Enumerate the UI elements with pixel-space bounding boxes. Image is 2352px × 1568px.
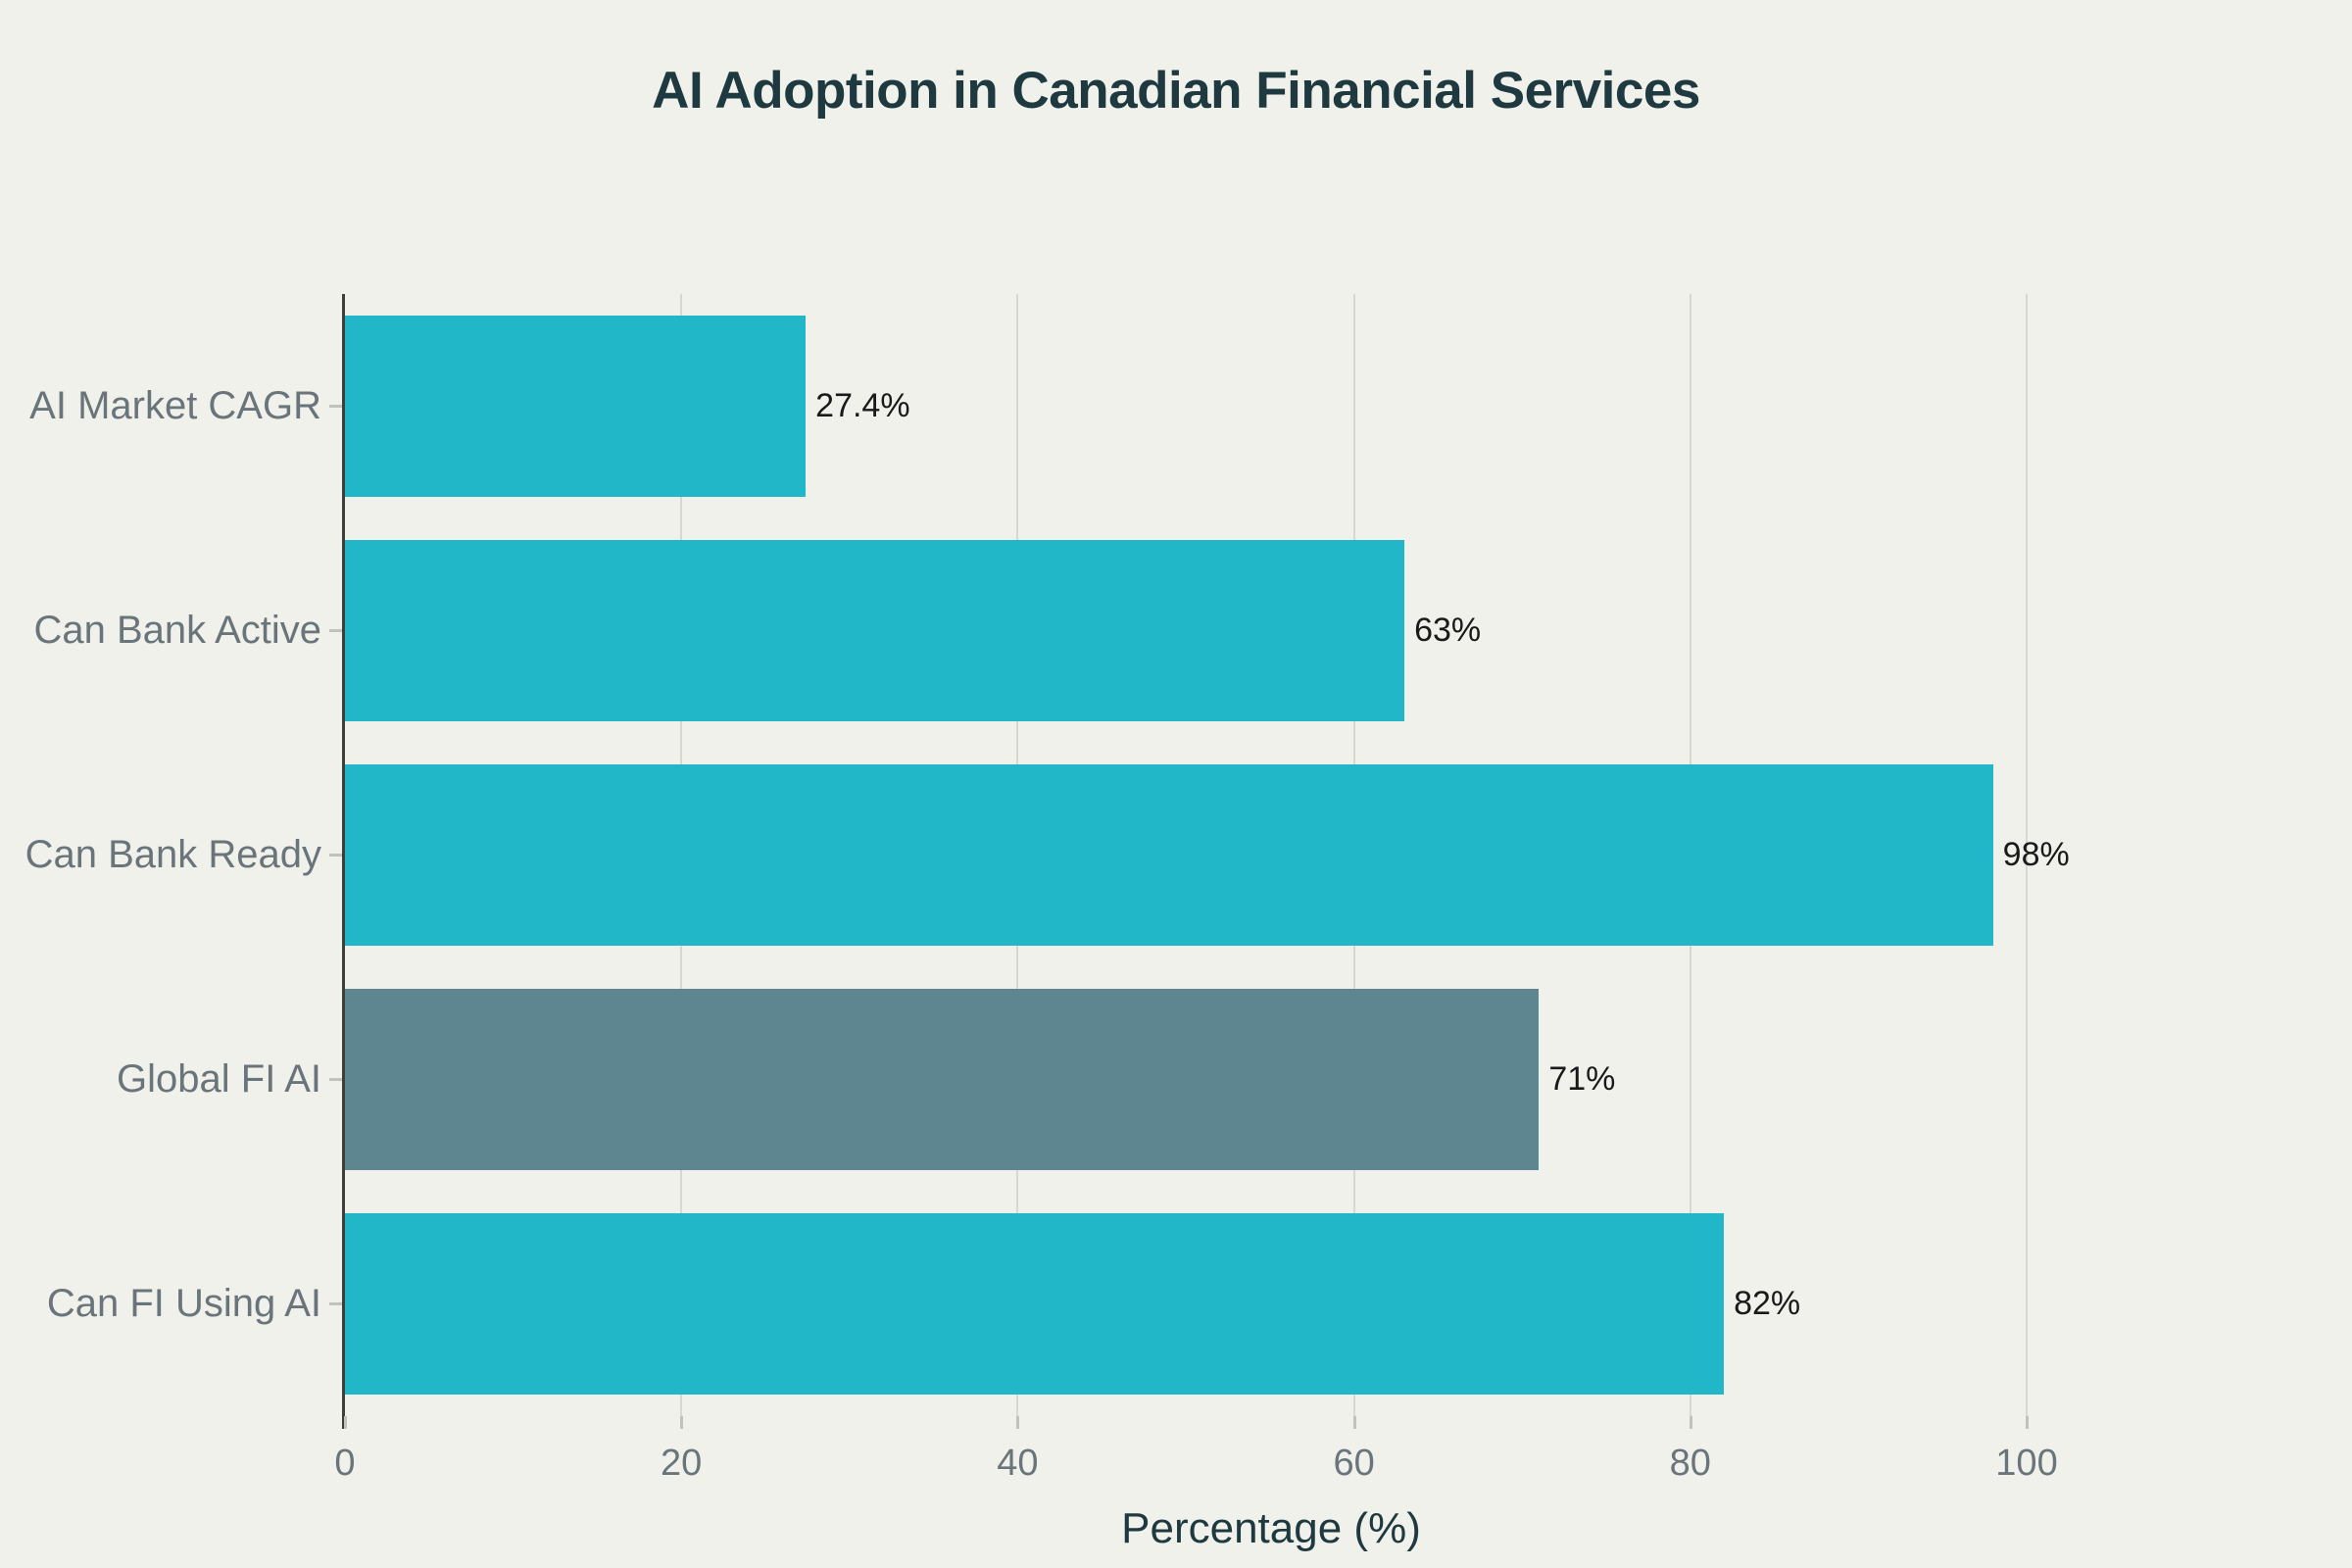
y-tick	[329, 404, 342, 408]
y-tick	[329, 1301, 342, 1305]
bar	[345, 764, 1993, 946]
y-tick	[329, 628, 342, 632]
bar-row: Can Bank Active 63%	[0, 518, 2352, 743]
bar-row: Can FI Using AI 82%	[0, 1192, 2352, 1416]
category-label: AI Market CAGR	[29, 384, 321, 427]
gridline	[2026, 294, 2028, 1416]
x-axis: 0 20 40 60 80 100	[0, 1416, 2352, 1568]
x-tick	[2026, 1416, 2029, 1429]
x-tick	[344, 1416, 347, 1429]
x-tick	[1016, 1416, 1020, 1429]
x-tick	[680, 1416, 684, 1429]
value-label: 71%	[1548, 1060, 1616, 1098]
x-axis-title: Percentage (%)	[1121, 1504, 1421, 1552]
x-tick-label: 60	[1333, 1443, 1375, 1484]
bar-row: Can Bank Ready 98%	[0, 743, 2352, 967]
x-tick-label: 80	[1669, 1443, 1711, 1484]
category-label: Global FI AI	[117, 1057, 321, 1101]
x-tick-label: 20	[661, 1443, 703, 1484]
y-axis-line	[342, 294, 345, 1429]
value-label: 27.4%	[815, 387, 910, 424]
category-label: Can Bank Active	[33, 609, 322, 652]
bar	[345, 989, 1540, 1170]
bar	[345, 540, 1405, 721]
value-label: 98%	[2002, 836, 2070, 873]
value-label: 82%	[1734, 1285, 1801, 1322]
bar	[345, 316, 807, 497]
chart-title: AI Adoption in Canadian Financial Servic…	[652, 62, 1700, 120]
y-tick	[329, 1077, 342, 1081]
bar-row: AI Market CAGR 27.4%	[0, 294, 2352, 518]
plot-panel: AI Market CAGR 27.4% Can Bank Active 63% Can…	[0, 294, 2352, 1429]
x-tick-label: 100	[1995, 1443, 2058, 1484]
category-label: Can FI Using AI	[46, 1282, 321, 1325]
bar	[345, 1213, 1725, 1395]
value-label: 63%	[1414, 612, 1482, 649]
bar-row: Global FI AI 71%	[0, 967, 2352, 1192]
x-tick-label: 40	[997, 1443, 1039, 1484]
y-tick	[329, 853, 342, 857]
x-tick	[1689, 1416, 1692, 1429]
x-tick-label: 0	[334, 1443, 356, 1484]
x-tick	[1352, 1416, 1356, 1429]
category-label: Can Bank Ready	[24, 833, 321, 876]
